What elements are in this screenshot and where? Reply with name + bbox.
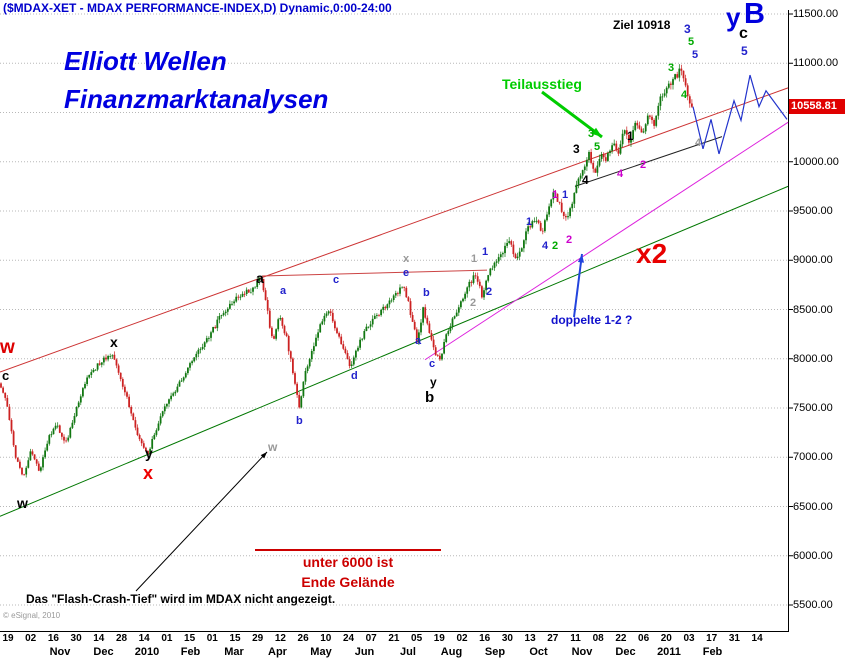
annotation-arrowhead: [260, 452, 267, 459]
trend-line: [424, 121, 789, 361]
annotation-arrowhead: [591, 127, 602, 137]
unter-6000-line1: unter 6000 ist: [302, 554, 394, 570]
wave-B-big-label: B: [744, 0, 765, 30]
annotation-arrowhead: [577, 254, 584, 263]
wave-c-top-label: c: [739, 25, 748, 42]
flash-crash-note: Das "Flash-Crash-Tief" wird im MDAX nich…: [26, 592, 336, 606]
x2-label: x2: [636, 238, 668, 269]
trend-line: [574, 136, 723, 187]
teilausstieg-label: Teilausstieg: [502, 76, 582, 92]
brand-line-2: Finanzmarktanalysen: [64, 84, 329, 114]
unter-6000-note: unter 6000 ist Ende Gelände: [255, 552, 441, 592]
wave-y-big-label: y: [726, 2, 741, 32]
trend-line: [261, 269, 488, 277]
brand-line-1: Elliott Wellen: [64, 46, 227, 76]
annotation-arrow: [573, 253, 583, 318]
esignal-copyright: © eSignal, 2010: [3, 611, 61, 620]
projection-zigzag: [692, 74, 788, 155]
trend-line: [0, 185, 789, 517]
window-title: ($MDAX-XET - MDAX PERFORMANCE-INDEX,D) D…: [3, 1, 392, 15]
unter-6000-line2: Ende Gelände: [301, 574, 395, 590]
trend-line: [0, 87, 789, 373]
doppelte-1-2-label: doppelte 1-2 ?: [551, 313, 633, 327]
candles-down-bodies: [0, 68, 693, 476]
ziel-target-label: Ziel 10918: [613, 18, 671, 32]
candles-up-wicks: [25, 64, 680, 478]
last-price-tag: 10558.81: [789, 99, 845, 114]
annotation-arrow: [541, 90, 603, 139]
candles-up-bodies: [25, 68, 681, 475]
annotation-arrow: [135, 451, 268, 592]
